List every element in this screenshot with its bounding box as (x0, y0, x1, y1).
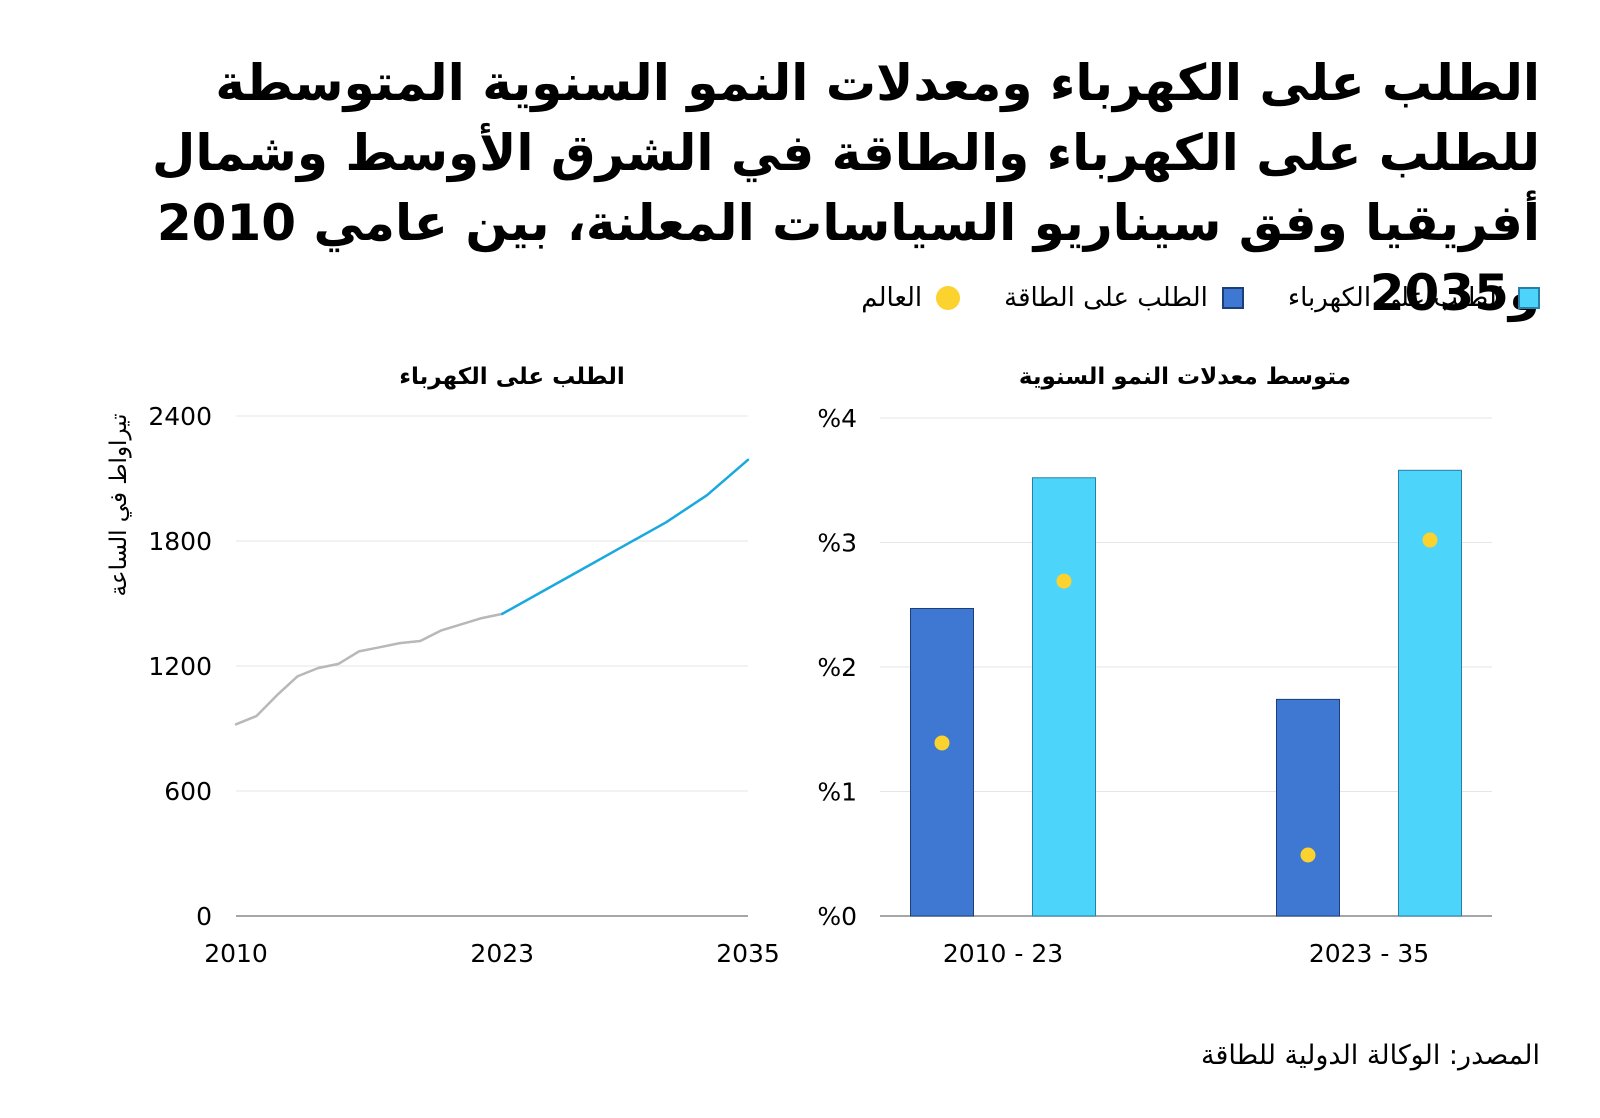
line-y-tick-label: 1800 (148, 527, 212, 556)
line-x-tick-label: 2023 (470, 939, 534, 968)
world-dot (1422, 532, 1438, 548)
line-y-tick-label: 2400 (148, 402, 212, 431)
world-dot (1056, 573, 1072, 589)
line-y-tick-label: 0 (196, 902, 212, 931)
legend-item-world: العالم (861, 283, 961, 313)
bar-y-tick-label: %0 (817, 902, 857, 931)
line-y-tick-label: 600 (164, 777, 212, 806)
legend-swatch-energy (1221, 287, 1244, 309)
line-x-tick-label: 2010 (204, 939, 268, 968)
line-y-tick-label: 1200 (148, 652, 212, 681)
bar-energy (910, 607, 974, 917)
legend-label-electricity: الطلب على الكهرباء (1287, 283, 1504, 313)
chart-title: الطلب على الكهرباء ومعدلات النمو السنوية… (152, 54, 1540, 322)
source-note: المصدر: الوكالة الدولية للطاقة (1201, 1040, 1540, 1071)
legend-item-electricity: الطلب على الكهرباء (1288, 283, 1540, 313)
bar-category-label: 2010 - 23 (943, 939, 1063, 968)
legend-swatch-electricity (1518, 287, 1540, 309)
bar-category-label: 2023 - 35 (1309, 939, 1429, 968)
world-dot (1300, 847, 1316, 863)
bar-y-tick-label: %3 (817, 529, 857, 558)
legend-label-energy: الطلب على الطاقة (1004, 283, 1208, 313)
line-chart-title: الطلب على الكهرباء (399, 364, 624, 390)
world-dot (934, 735, 950, 751)
line-series-projection (500, 458, 750, 616)
line-chart: الطلب على الكهرباء 0 600 1200 1800 2400 2010 20… (106, 364, 780, 968)
bar-chart: متوسط معدلات النمو السنوية %0 %1 %2 %3 %4 2010… (817, 364, 1492, 968)
line-series-historical (234, 612, 504, 726)
bar-y-tick-label: %4 (817, 404, 857, 433)
legend-swatch-world (936, 286, 961, 310)
bar-electricity (1032, 477, 1096, 917)
line-y-axis-label: تيراواط في الساعة (106, 414, 132, 597)
bar-energy (1276, 698, 1340, 917)
legend-item-energy: الطلب على الطاقة (1004, 283, 1244, 313)
bar-y-tick-label: %1 (817, 778, 857, 807)
line-x-tick-label: 2035 (716, 939, 780, 968)
bar-y-tick-label: %2 (817, 653, 857, 682)
legend: الطلب على الكهرباء الطلب على الطاقة العا… (861, 283, 1540, 313)
legend-label-world: العالم (861, 283, 923, 313)
bar-chart-title: متوسط معدلات النمو السنوية (1019, 364, 1351, 390)
